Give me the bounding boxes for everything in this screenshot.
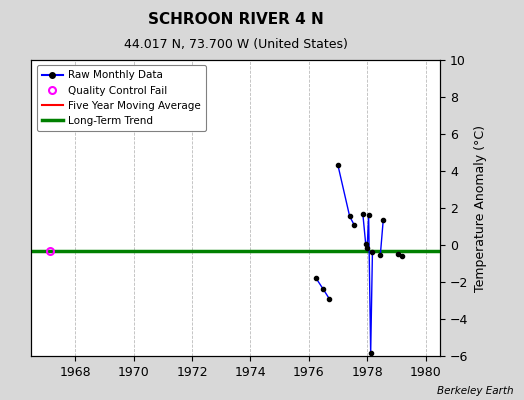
Y-axis label: Temperature Anomaly (°C): Temperature Anomaly (°C)	[474, 124, 487, 292]
Text: Berkeley Earth: Berkeley Earth	[437, 386, 514, 396]
Text: SCHROON RIVER 4 N: SCHROON RIVER 4 N	[148, 12, 324, 27]
Legend: Raw Monthly Data, Quality Control Fail, Five Year Moving Average, Long-Term Tren: Raw Monthly Data, Quality Control Fail, …	[37, 65, 206, 131]
Text: 44.017 N, 73.700 W (United States): 44.017 N, 73.700 W (United States)	[124, 38, 348, 51]
